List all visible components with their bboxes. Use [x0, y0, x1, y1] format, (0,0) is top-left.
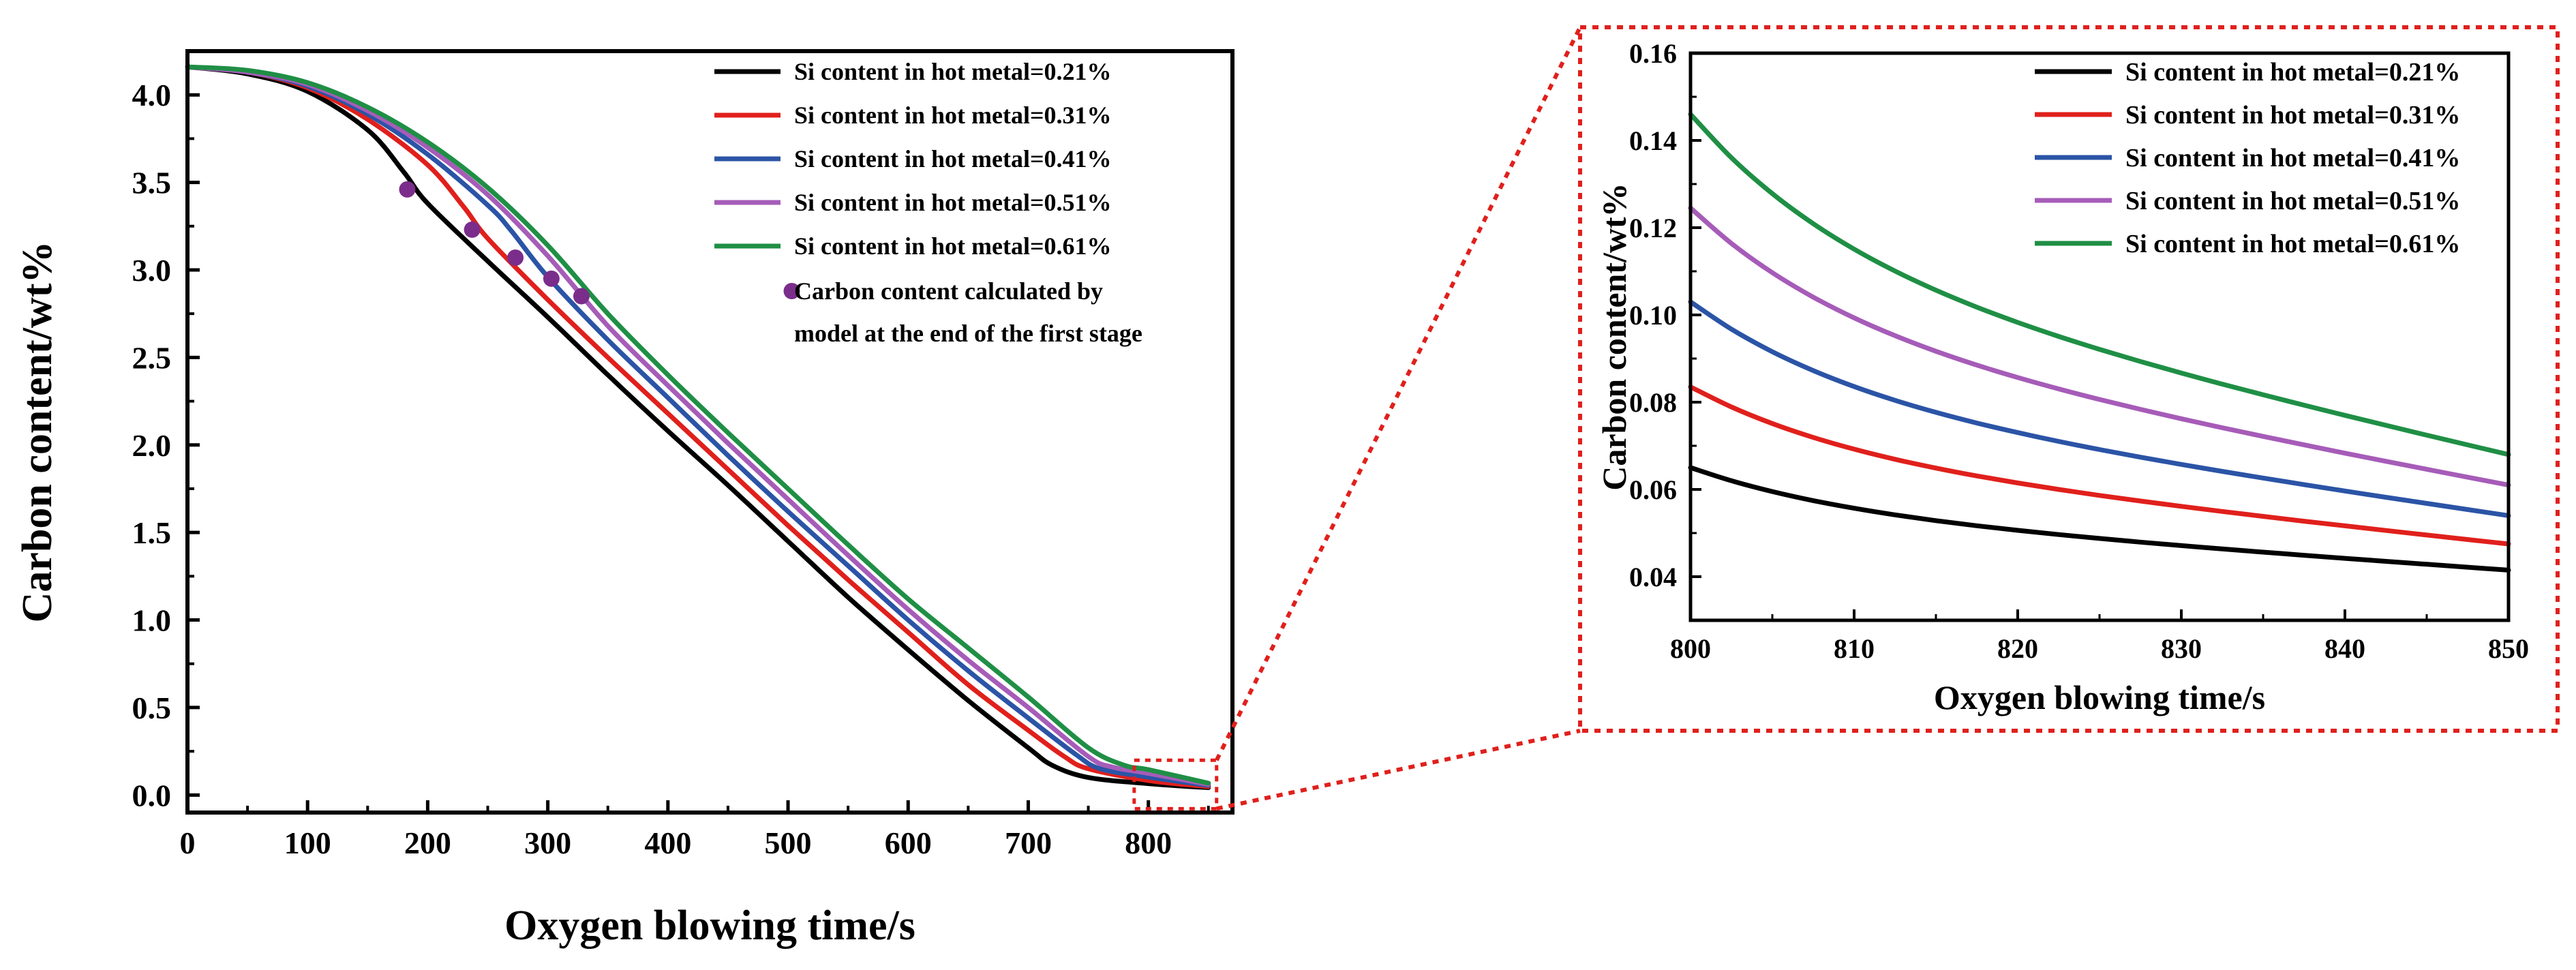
main-legend-label-4: Si content in hot metal=0.61%	[794, 232, 1112, 260]
inset-y-tick-label: 0.14	[1629, 125, 1677, 156]
inset-series-line-1	[1688, 384, 2511, 547]
inset-y-tick-label: 0.16	[1629, 38, 1677, 69]
main-x-tick-label: 0	[180, 825, 196, 860]
inset-y-tick-label: 0.10	[1629, 300, 1677, 331]
main-y-tick-label: 2.0	[132, 428, 172, 463]
inset-x-tick-label: 810	[1834, 633, 1875, 664]
model-point-marker-0	[399, 181, 416, 198]
inset-plot-frame	[1688, 51, 2511, 622]
inset-series-line-0	[1688, 465, 2511, 573]
inset-legend-label-0: Si content in hot metal=0.21%	[2125, 58, 2460, 87]
main-series-line-3	[185, 64, 1211, 787]
zoom-connector-bottom	[1216, 729, 1581, 811]
inset-x-axis-label: Oxygen blowing time/s	[1934, 678, 2265, 716]
inset-x-tick-label: 800	[1670, 633, 1711, 664]
inset-series-group	[1688, 112, 2511, 573]
main-ticks-group: 0 100 200 300 400 500 600 700 800 0.0 0.5 1.0 1.5 2.0…	[132, 78, 1210, 860]
inset-legend-label-2: Si content in hot metal=0.41%	[2125, 144, 2460, 172]
inset-y-tick-label: 0.06	[1629, 474, 1677, 505]
inset-y-axis-label: Carbon content/wt%	[1595, 183, 1633, 490]
inset-series-line-2	[1688, 299, 2511, 518]
zoom-connectors	[1215, 26, 1582, 811]
main-y-tick-label: 1.5	[132, 515, 172, 550]
main-series-line-4	[185, 64, 1211, 786]
inset-legend-label-3: Si content in hot metal=0.51%	[2125, 187, 2460, 215]
model-point-marker-4	[573, 288, 590, 305]
main-x-axis-label: Oxygen blowing time/s	[504, 903, 915, 949]
inset-x-tick-label: 820	[1997, 633, 2038, 664]
main-y-tick-label: 1.0	[132, 603, 172, 638]
main-x-tick-label: 800	[1125, 825, 1172, 860]
inset-y-tick-label: 0.04	[1629, 562, 1677, 592]
main-legend-label-3: Si content in hot metal=0.51%	[794, 189, 1112, 216]
main-plot-frame	[185, 49, 1234, 815]
main-x-tick-label: 400	[644, 825, 691, 860]
model-point-marker-3	[543, 270, 560, 287]
inset-legend: Si content in hot metal=0.21% Si content …	[2035, 58, 2460, 258]
inset-chart: 800 810 820 830 840 850 0.04 0.06 0.08 0.10 0.12 0.…	[1578, 25, 2560, 733]
main-series-group	[185, 64, 1211, 790]
main-x-tick-label: 700	[1005, 825, 1052, 860]
main-x-tick-label: 100	[284, 825, 331, 860]
inset-series-line-3	[1688, 205, 2511, 488]
main-y-tick-label: 2.5	[132, 340, 172, 375]
inset-x-tick-label: 830	[2161, 633, 2202, 664]
main-legend-label-2: Si content in hot metal=0.41%	[794, 145, 1112, 172]
main-chart: 0 100 200 300 400 500 600 700 800 0.0 0.5 1.0 1.5 2.0…	[14, 49, 1234, 949]
main-y-tick-label: 4.0	[132, 78, 172, 112]
main-x-tick-label: 500	[765, 825, 812, 860]
main-x-tick-label: 200	[404, 825, 451, 860]
main-x-tick-label: 300	[524, 825, 571, 860]
model-point-marker-2	[507, 249, 524, 267]
inset-ticks-group: 800 810 820 830 840 850 0.04 0.06 0.08 0.10 0.12 0.…	[1629, 38, 2529, 664]
main-legend-label-1: Si content in hot metal=0.31%	[794, 102, 1112, 129]
main-legend-marker-label-0: Carbon content calculated by	[794, 277, 1103, 305]
main-y-axis-label: Carbon content/wt%	[14, 241, 61, 623]
inset-outer-frame	[1578, 25, 2560, 733]
main-y-tick-label: 3.5	[132, 166, 172, 200]
main-y-tick-label: 3.0	[132, 253, 172, 288]
inset-legend-label-4: Si content in hot metal=0.61%	[2125, 230, 2460, 258]
main-legend-marker-label-1: model at the end of the first stage	[794, 320, 1142, 347]
main-legend-marker-swatch	[783, 283, 800, 299]
main-legend: Si content in hot metal=0.21% Si content …	[714, 58, 1142, 347]
inset-y-tick-label: 0.08	[1629, 387, 1677, 418]
main-series-line-1	[185, 64, 1211, 789]
zoom-connector-top	[1215, 26, 1582, 761]
inset-x-tick-label: 850	[2488, 633, 2529, 664]
inset-x-tick-label: 840	[2324, 633, 2365, 664]
main-y-tick-label: 0.5	[132, 691, 172, 725]
inset-legend-label-1: Si content in hot metal=0.31%	[2125, 101, 2460, 130]
inset-y-tick-label: 0.12	[1629, 213, 1677, 243]
main-x-tick-label: 600	[885, 825, 932, 860]
main-legend-label-0: Si content in hot metal=0.21%	[794, 58, 1112, 85]
model-point-marker-1	[464, 221, 481, 238]
main-series-line-0	[185, 64, 1211, 790]
inset-series-line-4	[1688, 112, 2511, 457]
main-markers-group	[399, 181, 590, 305]
main-y-tick-label: 0.0	[132, 778, 172, 813]
main-series-line-2	[185, 64, 1211, 788]
